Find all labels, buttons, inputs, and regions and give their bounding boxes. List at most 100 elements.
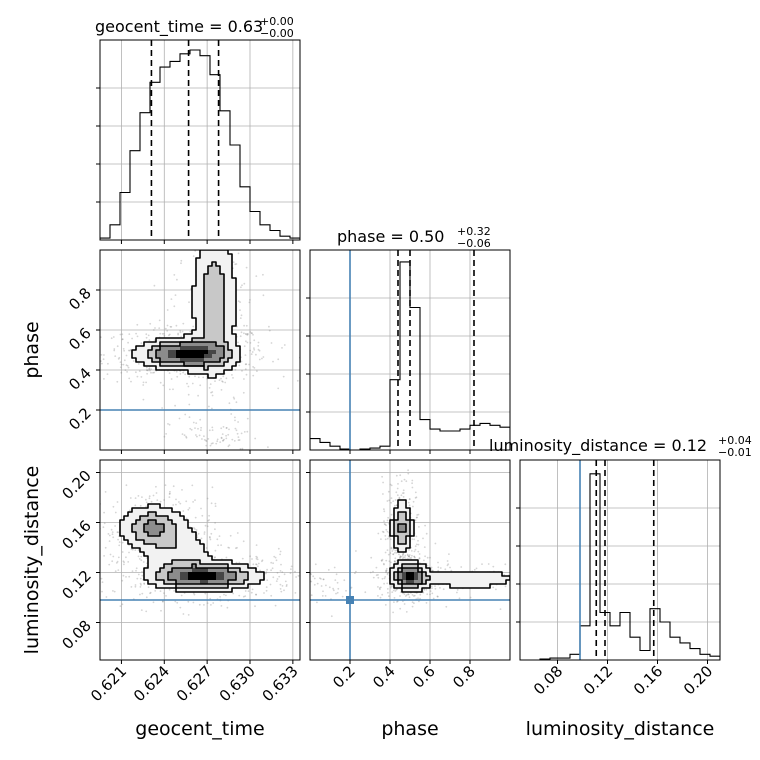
sample-point bbox=[393, 601, 395, 603]
density-cell bbox=[414, 564, 419, 569]
density-cell bbox=[228, 254, 233, 259]
title-geocent-time-sup: +0.00 bbox=[260, 15, 294, 28]
density-cell bbox=[224, 572, 229, 577]
sample-point bbox=[145, 366, 148, 369]
sample-point bbox=[417, 513, 420, 516]
density-cell bbox=[208, 326, 213, 331]
density-cell bbox=[180, 524, 185, 529]
density-cell bbox=[204, 318, 209, 323]
density-cell bbox=[140, 532, 145, 537]
sample-point bbox=[235, 224, 237, 226]
density-cell bbox=[200, 350, 205, 355]
sample-point bbox=[527, 593, 529, 595]
density-cell bbox=[406, 568, 411, 573]
density-cell bbox=[132, 544, 137, 549]
sample-point bbox=[195, 235, 197, 237]
density-cell bbox=[462, 572, 467, 577]
density-cell bbox=[402, 588, 407, 593]
sample-point bbox=[284, 580, 287, 583]
sample-point bbox=[393, 597, 396, 599]
sample-point bbox=[225, 594, 227, 597]
sample-point bbox=[212, 442, 214, 444]
sample-point bbox=[217, 544, 220, 547]
density-cell bbox=[466, 580, 471, 585]
sample-point bbox=[392, 500, 395, 502]
density-cell bbox=[232, 334, 237, 339]
sample-point bbox=[188, 375, 191, 378]
density-cell bbox=[458, 572, 463, 577]
sample-point bbox=[392, 548, 395, 551]
density-cell bbox=[200, 258, 205, 263]
density-cell bbox=[200, 298, 205, 303]
sample-point bbox=[66, 571, 68, 573]
sample-point bbox=[335, 592, 337, 595]
density-cell bbox=[172, 362, 177, 367]
sample-point bbox=[247, 590, 250, 592]
density-cell bbox=[124, 520, 129, 525]
sample-point bbox=[426, 593, 429, 596]
density-cell bbox=[418, 576, 423, 581]
density-cell bbox=[196, 270, 201, 275]
density-cell bbox=[240, 580, 245, 585]
sample-point bbox=[273, 555, 276, 558]
density-cell bbox=[140, 354, 145, 359]
sample-point bbox=[209, 536, 211, 539]
density-cell bbox=[172, 350, 177, 355]
sample-point bbox=[114, 525, 116, 527]
sample-point bbox=[536, 587, 538, 589]
density-cell bbox=[160, 532, 165, 537]
density-cell bbox=[430, 572, 435, 577]
density-cell bbox=[402, 516, 407, 521]
density-cell bbox=[192, 572, 197, 577]
sample-point bbox=[407, 469, 409, 472]
density-cell bbox=[184, 536, 189, 541]
sample-point bbox=[254, 605, 256, 608]
sample-point bbox=[399, 595, 401, 597]
sample-point bbox=[423, 559, 425, 562]
density-cell bbox=[402, 572, 407, 577]
density-cell bbox=[132, 512, 137, 517]
density-cell bbox=[184, 524, 189, 529]
density-cell bbox=[136, 350, 141, 355]
density-cell bbox=[208, 298, 213, 303]
density-cell bbox=[152, 568, 157, 573]
density-cell bbox=[454, 580, 459, 585]
density-cell bbox=[152, 516, 157, 521]
sample-point bbox=[256, 556, 259, 559]
density-cell bbox=[406, 528, 411, 533]
density-cell bbox=[176, 556, 181, 561]
sample-point bbox=[252, 563, 255, 566]
density-cell bbox=[216, 560, 221, 565]
density-cell bbox=[398, 544, 403, 549]
density-cell bbox=[120, 532, 125, 537]
sample-point bbox=[383, 582, 385, 585]
sample-point bbox=[345, 589, 347, 592]
density-cell bbox=[446, 580, 451, 585]
y-tick-label: 0.08 bbox=[58, 617, 94, 653]
sample-point bbox=[401, 553, 404, 556]
density-cell bbox=[160, 540, 165, 545]
density-cell bbox=[486, 576, 491, 581]
density-cell bbox=[220, 370, 225, 375]
density-cell bbox=[156, 528, 161, 533]
sample-point bbox=[248, 301, 251, 304]
density-cell bbox=[176, 568, 181, 573]
density-cell bbox=[144, 516, 149, 521]
sample-point bbox=[188, 507, 191, 509]
density-cell bbox=[200, 362, 205, 367]
sample-point bbox=[211, 407, 213, 410]
density-cell bbox=[224, 286, 229, 291]
density-cell bbox=[208, 584, 213, 589]
density-cell bbox=[200, 330, 205, 335]
plot-area bbox=[100, 40, 300, 240]
sample-point bbox=[220, 222, 222, 224]
sample-point bbox=[301, 604, 303, 606]
sample-point bbox=[131, 570, 134, 572]
sample-point bbox=[257, 562, 260, 565]
sample-point bbox=[218, 379, 221, 382]
density-cell bbox=[220, 290, 225, 295]
density-cell bbox=[200, 568, 205, 573]
density-cell bbox=[156, 564, 161, 569]
density-cell bbox=[156, 540, 161, 545]
